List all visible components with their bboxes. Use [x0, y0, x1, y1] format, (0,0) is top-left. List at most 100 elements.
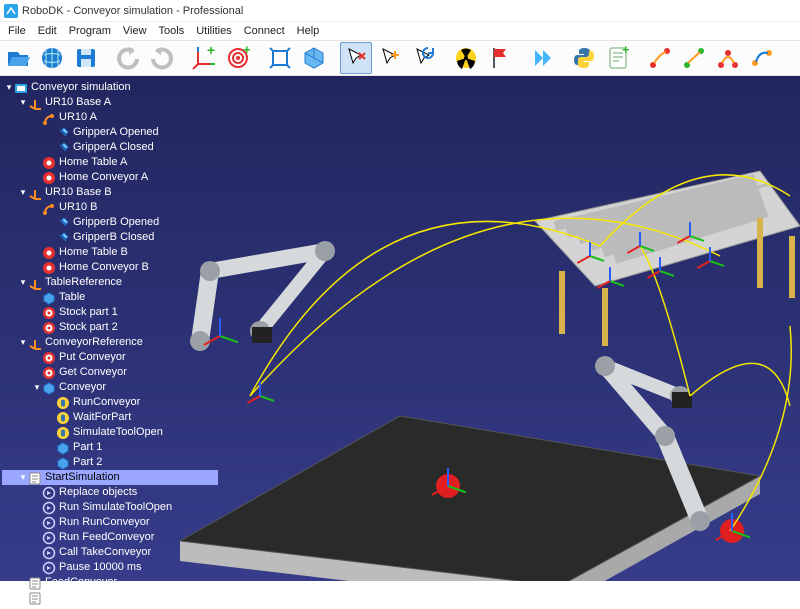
- tree-label: Conveyor simulation: [31, 80, 131, 95]
- toolbar-nuke[interactable]: [450, 42, 482, 74]
- tree-icon-target-r: [42, 156, 56, 170]
- toolbar-fit[interactable]: [264, 42, 296, 74]
- tree-label: Conveyor: [59, 380, 106, 395]
- tree-icon-inst: [42, 531, 56, 545]
- tree-node[interactable]: TakeConveyor: [2, 590, 218, 605]
- tree-icon-tool: [56, 231, 70, 245]
- menu-connect[interactable]: Connect: [238, 25, 291, 37]
- tree-icon-frame: [28, 186, 42, 200]
- toolbar-add-frame[interactable]: +: [188, 42, 220, 74]
- station-tree[interactable]: ▾Conveyor simulation▾UR10 Base AUR10 AGr…: [0, 76, 220, 609]
- tree-node[interactable]: GripperA Closed: [2, 140, 218, 155]
- toolbar-globe[interactable]: [36, 42, 68, 74]
- tree-node[interactable]: UR10 B: [2, 200, 218, 215]
- tree-node[interactable]: Part 2: [2, 455, 218, 470]
- toolbar-open[interactable]: [2, 42, 34, 74]
- tree-node[interactable]: Run RunConveyor: [2, 515, 218, 530]
- tree-node[interactable]: SimulateToolOpen: [2, 425, 218, 440]
- tree-label: Home Table B: [59, 245, 128, 260]
- tree-node[interactable]: ▾ConveyorReference: [2, 335, 218, 350]
- toolbar-iso[interactable]: [298, 42, 330, 74]
- toolbar-save[interactable]: [70, 42, 102, 74]
- toolbar-add-target[interactable]: +: [222, 42, 254, 74]
- toolbar-path-d[interactable]: [746, 42, 778, 74]
- tree-icon-inst: [42, 501, 56, 515]
- tree-node[interactable]: ▾Conveyor simulation: [2, 80, 218, 95]
- window-title: RoboDK - Conveyor simulation - Professio…: [22, 5, 243, 17]
- tree-icon-target-r: [42, 171, 56, 185]
- menu-program[interactable]: Program: [63, 25, 117, 37]
- toolbar-note[interactable]: +: [602, 42, 634, 74]
- tree-node[interactable]: Part 1: [2, 440, 218, 455]
- tree-icon-inst: [42, 486, 56, 500]
- tree-node[interactable]: Run SimulateToolOpen: [2, 500, 218, 515]
- toolbar-cursor[interactable]: [340, 42, 372, 74]
- tree-label: ConveyorReference: [45, 335, 143, 350]
- menu-tools[interactable]: Tools: [153, 25, 191, 37]
- tree-label: Stock part 2: [59, 320, 118, 335]
- tree-label: TableReference: [45, 275, 122, 290]
- toolbar-path-a[interactable]: [644, 42, 676, 74]
- toolbar-undo[interactable]: [112, 42, 144, 74]
- tree-node[interactable]: Run FeedConveyor: [2, 530, 218, 545]
- tree-label: GripperA Opened: [73, 125, 159, 140]
- tree-label: Run RunConveyor: [59, 515, 150, 530]
- tree-node[interactable]: Home Conveyor B: [2, 260, 218, 275]
- tree-icon-pyprog: [56, 396, 70, 410]
- tree-node[interactable]: GripperB Opened: [2, 215, 218, 230]
- tree-node[interactable]: WaitForPart: [2, 410, 218, 425]
- tree-node[interactable]: RunConveyor: [2, 395, 218, 410]
- tree-label: GripperB Closed: [73, 230, 154, 245]
- tree-icon-tool: [56, 141, 70, 155]
- tree-label: Replace objects: [59, 485, 137, 500]
- tree-node[interactable]: Table: [2, 290, 218, 305]
- tree-label: Part 2: [73, 455, 102, 470]
- toolbar-cursor-plus[interactable]: [374, 42, 406, 74]
- tree-node[interactable]: ▾TableReference: [2, 275, 218, 290]
- tree-node[interactable]: ▾Conveyor: [2, 380, 218, 395]
- tree-node[interactable]: Pause 10000 ms: [2, 560, 218, 575]
- tree-icon-robot: [42, 111, 56, 125]
- toolbar-path-b[interactable]: [678, 42, 710, 74]
- tree-node[interactable]: ▾UR10 Base A: [2, 95, 218, 110]
- menu-utilities[interactable]: Utilities: [190, 25, 237, 37]
- tree-label: Home Conveyor B: [59, 260, 149, 275]
- tree-icon-inst: [42, 516, 56, 530]
- tree-icon-prog: [28, 471, 42, 485]
- menu-view[interactable]: View: [117, 25, 153, 37]
- tree-node[interactable]: Stock part 2: [2, 320, 218, 335]
- tree-label: TakeConveyor: [45, 590, 115, 605]
- tree-node[interactable]: ▾UR10 Base B: [2, 185, 218, 200]
- svg-text:+: +: [243, 45, 251, 57]
- toolbar-path-c[interactable]: [712, 42, 744, 74]
- tree-node[interactable]: Replace objects: [2, 485, 218, 500]
- tree-node[interactable]: UR10 A: [2, 110, 218, 125]
- tree-icon-pyprog: [56, 411, 70, 425]
- toolbar-redo[interactable]: [146, 42, 178, 74]
- menu-edit[interactable]: Edit: [32, 25, 63, 37]
- menu-file[interactable]: File: [2, 25, 32, 37]
- tree-node[interactable]: Home Table A: [2, 155, 218, 170]
- menu-help[interactable]: Help: [291, 25, 326, 37]
- tree-node[interactable]: Get Conveyor: [2, 365, 218, 380]
- toolbar-python[interactable]: [568, 42, 600, 74]
- tree-node[interactable]: FeedConveyor: [2, 575, 218, 590]
- tree-node[interactable]: Stock part 1: [2, 305, 218, 320]
- toolbar-flag[interactable]: [484, 42, 516, 74]
- tree-node[interactable]: Call TakeConveyor: [2, 545, 218, 560]
- tree-label: GripperB Opened: [73, 215, 159, 230]
- tree-icon-tool: [56, 126, 70, 140]
- tree-node[interactable]: ▾StartSimulation: [2, 470, 218, 485]
- tree-icon-station: [14, 81, 28, 95]
- tree-node[interactable]: Home Table B: [2, 245, 218, 260]
- tree-icon-inst: [42, 561, 56, 575]
- tree-node[interactable]: Put Conveyor: [2, 350, 218, 365]
- tree-node[interactable]: GripperA Opened: [2, 125, 218, 140]
- tree-node[interactable]: GripperB Closed: [2, 230, 218, 245]
- viewport-3d[interactable]: ▾Conveyor simulation▾UR10 Base AUR10 AGr…: [0, 76, 800, 581]
- tree-icon-object: [56, 456, 70, 470]
- toolbar-play[interactable]: [526, 42, 558, 74]
- menu-bar: FileEditProgramViewToolsUtilitiesConnect…: [0, 22, 800, 40]
- toolbar-cursor-rot[interactable]: [408, 42, 440, 74]
- tree-node[interactable]: Home Conveyor A: [2, 170, 218, 185]
